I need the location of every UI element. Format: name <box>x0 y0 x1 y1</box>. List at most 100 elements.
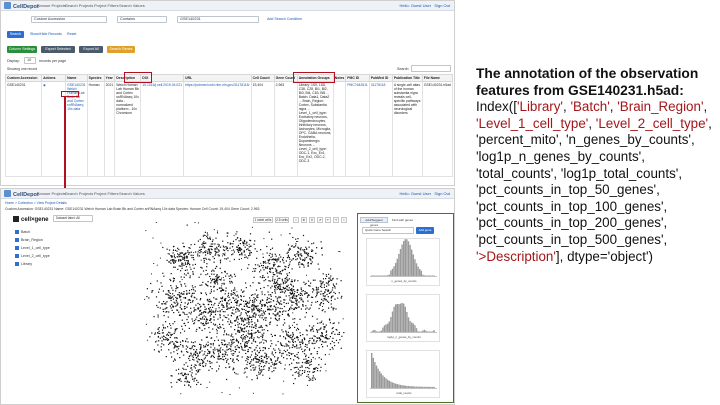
col-header[interactable]: Publication Title <box>391 74 423 82</box>
nav-browse-projects[interactable]: Browse Projects <box>37 191 66 196</box>
cell-url[interactable]: https://pubmed.ncbi.nlm.nih.gov/31178118… <box>183 81 252 177</box>
search-operator-select[interactable]: Contains <box>117 16 167 23</box>
sign-out-link[interactable]: Sign Out <box>434 191 450 196</box>
cell-point <box>296 366 298 368</box>
col-header[interactable]: Name <box>65 74 88 82</box>
cell-point <box>268 356 270 358</box>
cell-name[interactable]: GSE140231 Welch Human Lab Brain Bb and C… <box>65 81 88 177</box>
checkbox-icon[interactable] <box>15 253 19 258</box>
zoom-icon[interactable]: ⚲ <box>309 217 315 223</box>
reset-view-icon[interactable]: ↺ <box>317 217 323 223</box>
dataset-label-select[interactable]: Dataset label: All <box>53 215 93 222</box>
cell-point <box>221 353 224 355</box>
table-search-input[interactable] <box>411 65 451 72</box>
cell-doi[interactable]: 10.1016/j.cell.2019.04.021 <box>140 81 185 177</box>
nav-search-values[interactable]: Search Values <box>119 3 145 8</box>
view-project-icon[interactable]: ◉ <box>43 83 46 87</box>
nav-browse-projects[interactable]: Browse Projects <box>37 3 66 8</box>
cell-point <box>283 262 285 264</box>
annotation-text-block: The annotation of the observation featur… <box>476 66 716 265</box>
cell-point <box>279 307 281 309</box>
export-selected-button[interactable]: Export Selected <box>41 46 75 53</box>
cell-point <box>214 247 216 250</box>
cell-point <box>310 256 312 258</box>
col-header[interactable]: PubMed ID <box>368 74 393 82</box>
cell-pmc[interactable]: PMC7642811 <box>345 81 370 177</box>
add-gene-button[interactable]: Add gene <box>416 227 434 234</box>
cell-point <box>266 245 268 248</box>
cell-point <box>165 356 167 358</box>
add-search-condition-link[interactable]: Add Search Condition <box>267 17 302 21</box>
breadcrumb[interactable]: Home > Collection > View Project Details <box>5 201 67 205</box>
search-button[interactable]: Search <box>7 31 24 38</box>
cell-point <box>193 354 195 356</box>
checkbox-icon[interactable] <box>15 229 19 234</box>
nav-project-filters[interactable]: Project Filters <box>94 3 119 8</box>
col-header[interactable]: Species <box>86 74 105 82</box>
cell-point <box>171 309 173 311</box>
cell-point <box>233 361 235 364</box>
undo-icon[interactable]: ↶ <box>325 217 331 223</box>
nav-project-filters[interactable]: Project Filters <box>94 191 119 196</box>
cell-point <box>334 292 336 295</box>
cell-point <box>179 281 181 283</box>
search-genes-button[interactable]: Search Genes <box>107 46 135 53</box>
cell-size-button[interactable]: 2.5 cells <box>275 217 289 223</box>
cell-point <box>281 289 283 291</box>
cell-point <box>317 337 319 339</box>
celldepot-brand[interactable]: CellDepot <box>4 190 39 199</box>
search-value-input[interactable]: GSE140231 <box>177 16 259 23</box>
cell-point <box>306 346 308 348</box>
category-level1[interactable]: Level_1_cell_type <box>15 245 50 251</box>
cell-point <box>168 290 170 292</box>
celldepot-brand[interactable]: CellDepot <box>4 2 39 11</box>
col-header[interactable]: URL <box>183 74 252 82</box>
cell-point <box>281 258 284 261</box>
col-header[interactable]: Custom Accession <box>4 74 43 82</box>
cell-point <box>215 279 218 281</box>
sign-out-link[interactable]: Sign Out <box>434 3 450 8</box>
show-hide-records-link[interactable]: Show/Hide Records <box>30 32 62 36</box>
cell-point <box>298 264 300 266</box>
nav-search-projects[interactable]: Search Projects <box>65 3 94 8</box>
nav-search-projects[interactable]: Search Projects <box>65 191 94 196</box>
redo-icon[interactable]: ↷ <box>333 217 339 223</box>
cell-point <box>159 257 161 259</box>
label-cells-button[interactable]: 1 label cells <box>253 217 273 223</box>
cell-pubmed[interactable]: 31178118 <box>368 81 393 177</box>
gene-search-input[interactable]: Quick Gene Search <box>362 227 414 234</box>
export-all-button[interactable]: Export All <box>79 46 103 53</box>
lasso-icon[interactable]: ○ <box>293 217 299 223</box>
col-header[interactable]: File Name <box>421 74 454 82</box>
category-batch[interactable]: Batch <box>15 229 30 235</box>
info-icon[interactable]: i <box>341 217 347 223</box>
category-library[interactable]: Library <box>15 261 32 267</box>
col-header[interactable]: Cell Count <box>250 74 275 82</box>
checkbox-icon[interactable] <box>15 237 19 242</box>
page-size-select[interactable]: 10 <box>24 57 36 64</box>
umap-scatter-plot[interactable] <box>141 219 346 399</box>
checkbox-icon[interactable] <box>15 245 19 250</box>
checkbox-icon[interactable] <box>15 261 19 266</box>
tab-find-genes[interactable]: Find with genes <box>392 218 414 222</box>
reset-link[interactable]: Reset <box>67 32 77 36</box>
col-header[interactable]: PMC ID <box>345 74 370 82</box>
column-settings-button[interactable]: Column Settings <box>7 46 37 53</box>
col-header[interactable]: Notes <box>332 74 347 82</box>
col-header[interactable]: Actions <box>41 74 67 82</box>
col-header[interactable]: Year <box>103 74 116 82</box>
category-brain-region[interactable]: Brain_Region <box>15 237 43 243</box>
cell-point <box>146 288 148 290</box>
cell-point <box>158 350 160 352</box>
search-field-select[interactable]: Custom Accession <box>31 16 107 23</box>
pan-icon[interactable]: ✥ <box>301 217 307 223</box>
cell-point <box>180 293 182 295</box>
cell-point <box>264 317 266 319</box>
tab-add-genes[interactable]: Add/Suggest genes <box>360 217 388 227</box>
cell-point <box>307 264 309 266</box>
cell-point <box>317 287 319 289</box>
nav-search-values[interactable]: Search Values <box>119 191 145 196</box>
category-level2[interactable]: Level_2_cell_type <box>15 253 50 259</box>
cell-point <box>325 336 327 338</box>
cell-point <box>209 362 211 364</box>
